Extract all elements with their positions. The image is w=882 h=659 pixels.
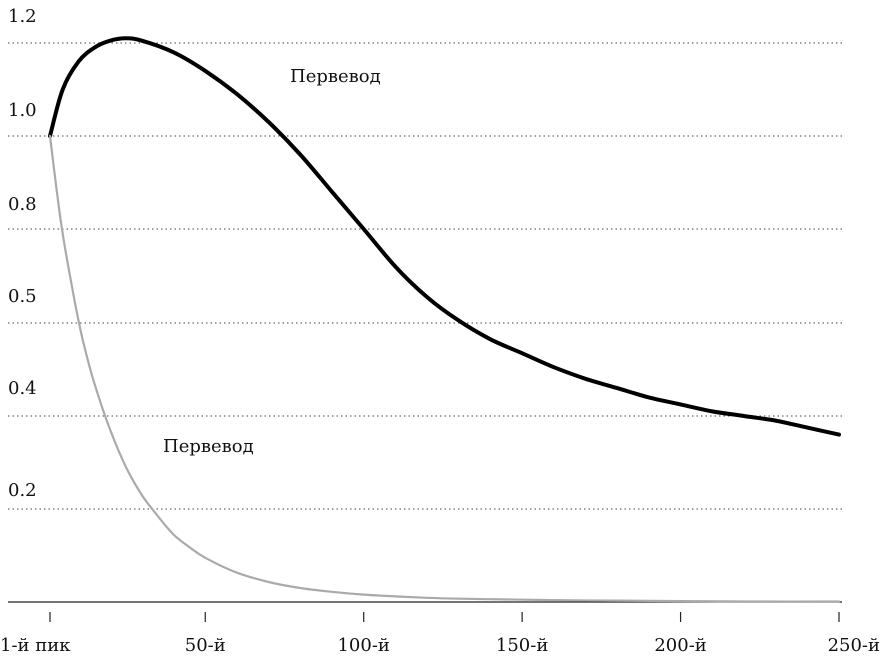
- y-tick-label: 1.2: [8, 6, 37, 27]
- y-tick-label: 0.5: [8, 286, 37, 307]
- series-labels: Первевод Первевод: [163, 66, 381, 457]
- x-ticks: 1-й пик 50-й 100-й 150-й 200-й 250-й: [0, 612, 880, 656]
- grid-lines: [8, 42, 842, 510]
- series-line-0: [48, 36, 841, 437]
- x-tick-label: 100-й: [337, 635, 389, 656]
- x-tick-label: 50-й: [185, 635, 226, 656]
- x-tick-label: 250-й: [828, 635, 880, 656]
- series-lines: [48, 36, 841, 603]
- y-tick-label: 1.0: [8, 100, 37, 121]
- series-line-1: [48, 134, 841, 603]
- x-tick-label: 200-й: [654, 635, 706, 656]
- series-label-0: Первевод: [290, 66, 381, 87]
- y-tick-label: 0.2: [8, 480, 37, 501]
- y-tick-label: 0.4: [8, 378, 37, 399]
- y-tick-label: 0.8: [8, 194, 37, 215]
- series-label-1: Первевод: [163, 436, 254, 457]
- x-tick-label: 150-й: [496, 635, 548, 656]
- y-tick-labels: 1.2 1.0 0.8 0.5 0.4 0.2: [8, 6, 37, 501]
- x-tick-label: 1-й пик: [0, 635, 71, 656]
